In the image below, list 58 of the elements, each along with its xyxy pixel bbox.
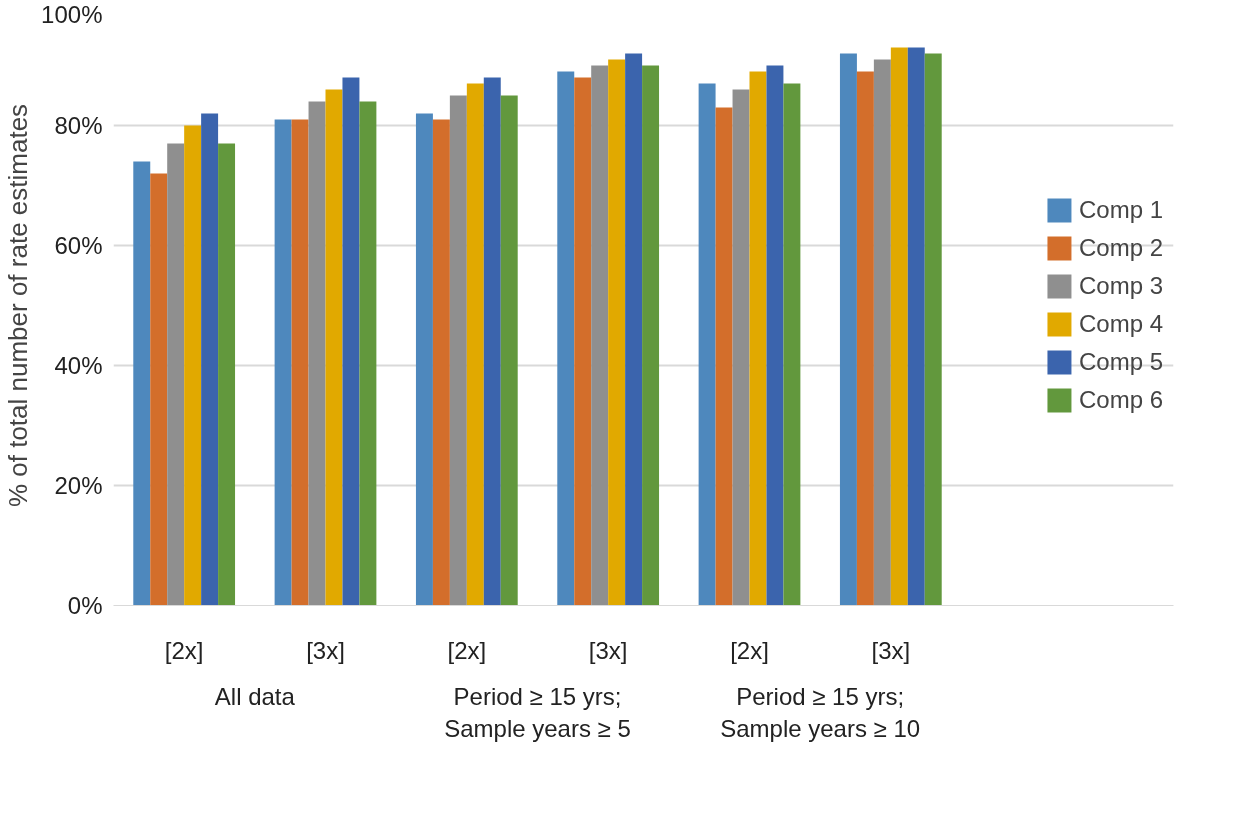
y-tick-label: 0% <box>67 592 103 619</box>
bar <box>342 77 360 606</box>
bar <box>466 83 484 606</box>
x-tick-label: [2x] <box>730 636 769 664</box>
bar <box>749 71 767 606</box>
bar <box>698 83 716 606</box>
x-tick-label: [3x] <box>871 636 911 664</box>
bar <box>924 53 942 606</box>
bar <box>873 59 891 606</box>
bar <box>150 173 168 606</box>
bar <box>483 77 501 606</box>
bar <box>218 143 236 606</box>
legend-label: Comp 3 <box>1078 272 1163 300</box>
y-tick-label: 60% <box>54 232 103 259</box>
y-tick-label: 80% <box>54 112 103 139</box>
bar <box>449 95 467 606</box>
bar <box>608 59 626 606</box>
legend-label: Comp 5 <box>1078 348 1163 376</box>
bar <box>167 143 185 606</box>
bar <box>625 53 643 606</box>
bar <box>359 101 377 606</box>
legend-label: Comp 4 <box>1078 310 1163 338</box>
x-tick-label: [3x] <box>306 636 345 664</box>
x-tick-label: [2x] <box>164 636 204 664</box>
bar <box>274 119 292 606</box>
bar <box>890 47 908 606</box>
bar <box>133 161 151 606</box>
bar <box>907 47 925 606</box>
bar <box>201 113 219 606</box>
bar <box>557 71 575 606</box>
text: Period ≥ 15 yrs; Sample years ≥ 5 <box>444 682 631 742</box>
y-axis-title: % of total number of rate estimates <box>3 103 34 508</box>
bar <box>715 107 733 606</box>
bar <box>432 119 450 606</box>
bar <box>839 53 857 606</box>
bar <box>184 125 202 606</box>
bar <box>308 101 326 606</box>
text: All data <box>214 682 296 710</box>
x-tick-label: [2x] <box>447 636 487 664</box>
bar <box>856 71 874 606</box>
bar <box>415 113 433 606</box>
bar <box>642 65 660 606</box>
bar <box>766 65 784 606</box>
x-tick-label: [3x] <box>588 636 628 664</box>
text: Period ≥ 15 yrs; Sample years ≥ 10 <box>720 682 921 742</box>
bar <box>732 89 750 606</box>
y-tick-label: 20% <box>54 472 103 499</box>
bar <box>500 95 518 606</box>
y-tick-label: 40% <box>54 352 103 379</box>
bar <box>325 89 343 606</box>
bar <box>574 77 592 606</box>
legend-label: Comp 6 <box>1078 386 1163 414</box>
bar <box>291 119 309 606</box>
y-tick-label: 100% <box>41 0 103 28</box>
legend-label: Comp 1 <box>1078 196 1163 224</box>
bar <box>783 83 801 606</box>
legend-label: Comp 2 <box>1078 234 1163 262</box>
bar <box>591 65 609 606</box>
